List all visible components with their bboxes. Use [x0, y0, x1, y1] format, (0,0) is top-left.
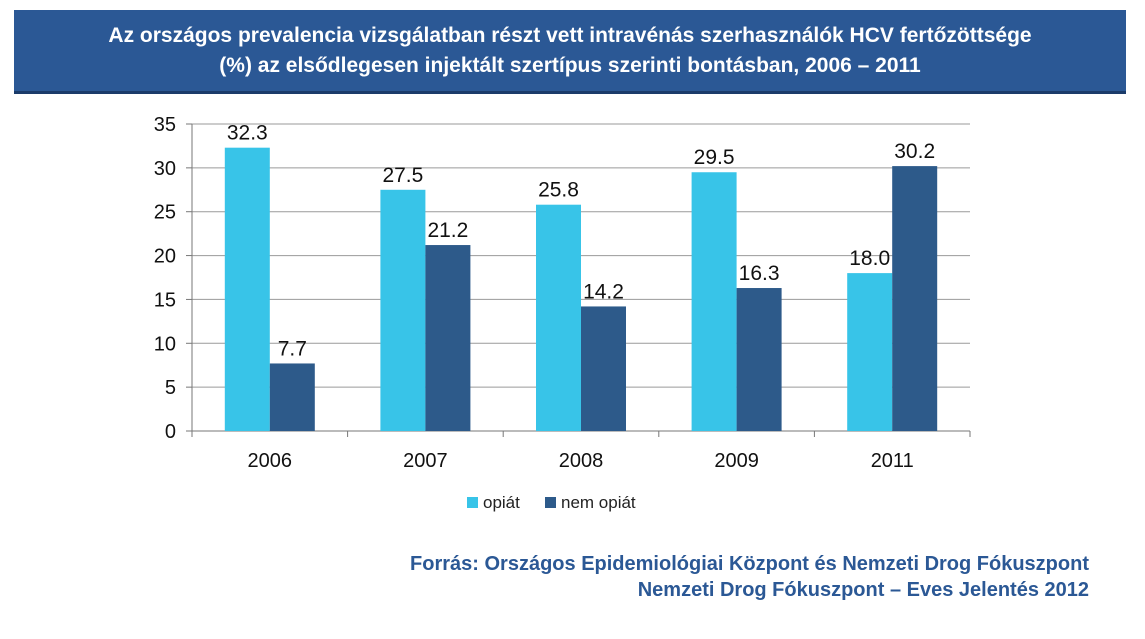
data-label: 21.2 [427, 219, 468, 242]
data-label: 32.3 [227, 122, 268, 145]
bar-opiat-2007 [380, 189, 426, 431]
bar-nem-opiat-2011 [892, 166, 938, 432]
data-label: 18.0 [849, 247, 890, 270]
bar-opiat-2009 [691, 172, 737, 431]
x-tick-label: 2007 [403, 450, 448, 472]
chart-title-banner: Az országos prevalencia vizsgálatban rés… [14, 10, 1126, 94]
y-tick-label: 15 [154, 289, 176, 311]
legend-label-nem-opiat: nem opiát [561, 493, 636, 512]
y-tick-label: 0 [165, 421, 176, 443]
data-label: 14.2 [583, 280, 624, 303]
data-label: 16.3 [739, 262, 780, 285]
bar-chart: 0 5 10 15 20 25 30 35 2006 32.3 7.7 2007 27.5 21.2 200… [0, 95, 1145, 535]
data-label: 29.5 [694, 146, 735, 169]
chart-title-line-2: (%) az elsődlegesen injektált szertípus … [219, 54, 921, 77]
y-tick-label: 5 [165, 377, 176, 399]
y-tick-label: 30 [154, 158, 176, 180]
y-tick-label: 20 [154, 246, 176, 268]
data-label: 30.2 [894, 140, 935, 163]
data-label: 27.5 [382, 164, 423, 187]
legend-swatch-nem-opiat [545, 497, 556, 508]
x-tick-label: 2006 [248, 450, 293, 472]
source-line-2: Nemzeti Drog Fókuszpont – Eves Jelentés … [637, 579, 1089, 601]
bar-opiat-2006 [224, 147, 270, 431]
x-tick-label: 2011 [871, 450, 914, 472]
data-label: 25.8 [538, 179, 579, 202]
source-note: Forrás: Országos Epidemiológiai Központ … [410, 551, 1089, 603]
bar-nem-opiat-2009 [736, 288, 782, 431]
bar-nem-opiat-2008 [581, 306, 626, 431]
chart-title-line-1: Az országos prevalencia vizsgálatban rés… [108, 24, 1032, 47]
bar-nem-opiat-2007 [425, 245, 471, 431]
bar-opiat-2011 [847, 273, 893, 431]
y-tick-label: 35 [154, 114, 176, 136]
y-tick-label: 10 [154, 333, 176, 355]
bar-opiat-2008 [536, 204, 581, 431]
legend-swatch-opiat [467, 497, 478, 508]
y-tick-label: 25 [154, 202, 176, 224]
source-line-1: Forrás: Országos Epidemiológiai Központ … [410, 553, 1089, 575]
bar-nem-opiat-2006 [269, 363, 315, 431]
legend-label-opiat: opiát [483, 493, 520, 512]
x-tick-label: 2008 [559, 450, 604, 472]
chart-svg: 0 5 10 15 20 25 30 35 2006 32.3 7.7 2007 27.5 21.2 200… [154, 114, 971, 512]
data-label: 7.7 [278, 337, 307, 360]
x-tick-label: 2009 [714, 450, 759, 472]
